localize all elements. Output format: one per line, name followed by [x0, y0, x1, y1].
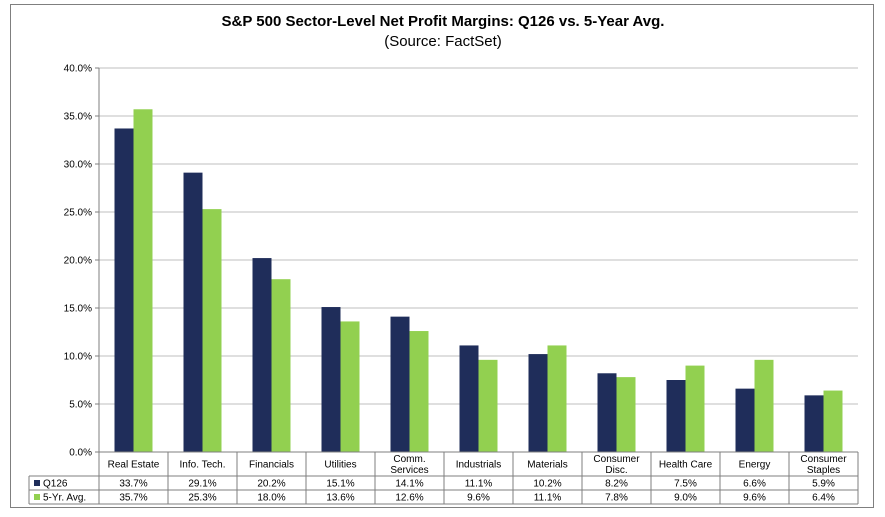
data-value: 9.6% [743, 493, 766, 504]
data-value: 12.6% [395, 493, 423, 504]
category-label: Info. Tech. [180, 460, 226, 471]
data-value: 20.2% [257, 479, 285, 490]
bar-avg5 [271, 279, 291, 452]
data-value: 6.6% [743, 479, 766, 490]
bar-q126 [321, 307, 341, 452]
category-label: Comm. [393, 454, 425, 465]
y-tick-label: 35.0% [64, 112, 92, 123]
bar-q126 [390, 316, 410, 452]
data-value: 9.0% [674, 493, 697, 504]
bar-q126 [252, 258, 272, 452]
bar-avg5 [547, 345, 567, 452]
y-tick-label: 10.0% [64, 352, 92, 363]
category-label: Consumer [593, 454, 640, 465]
bar-q126 [666, 380, 686, 452]
data-value: 7.5% [674, 479, 697, 490]
data-value: 14.1% [395, 479, 423, 490]
category-label: Industrials [456, 460, 502, 471]
chart-frame: S&P 500 Sector-Level Net Profit Margins:… [10, 4, 874, 508]
data-value: 15.1% [326, 479, 354, 490]
bar-avg5 [202, 209, 222, 452]
category-label: Financials [249, 460, 294, 471]
legend-label: 5-Yr. Avg. [43, 493, 86, 504]
bar-avg5 [823, 390, 843, 452]
legend-label: Q126 [43, 479, 68, 490]
data-value: 8.2% [605, 479, 628, 490]
y-tick-label: 25.0% [64, 208, 92, 219]
data-value: 7.8% [605, 493, 628, 504]
data-value: 10.2% [533, 479, 561, 490]
data-value: 11.1% [534, 493, 562, 504]
bar-q126 [114, 128, 134, 452]
data-value: 33.7% [119, 479, 147, 490]
bar-avg5 [616, 377, 636, 452]
bar-avg5 [340, 321, 360, 452]
bar-avg5 [478, 359, 498, 452]
category-label: Energy [739, 460, 771, 471]
y-tick-label: 30.0% [64, 160, 92, 171]
y-tick-label: 20.0% [64, 256, 92, 267]
legend-swatch [34, 494, 40, 500]
bar-q126 [597, 373, 617, 452]
legend-swatch [34, 480, 40, 486]
category-label: Health Care [659, 460, 713, 471]
data-value: 29.1% [188, 479, 216, 490]
category-label: Disc. [605, 465, 627, 476]
data-value: 5.9% [812, 479, 835, 490]
bar-chart: 0.0% 5.0% 10.0% 15.0% 20.0% 25.0% 30.0% 35.0% 40… [28, 64, 859, 505]
bar-q126 [183, 172, 203, 452]
bar-avg5 [685, 365, 705, 452]
bar-q126 [735, 388, 755, 452]
category-label: Staples [807, 465, 840, 476]
data-value: 11.1% [465, 479, 493, 490]
category-label: Real Estate [108, 460, 160, 471]
data-value: 35.7% [119, 493, 147, 504]
data-value: 6.4% [812, 493, 835, 504]
category-label: Materials [527, 460, 568, 471]
category-label: Utilities [324, 460, 356, 471]
data-value: 13.6% [326, 493, 354, 504]
data-value: 18.0% [257, 493, 285, 504]
category-label: Services [390, 465, 428, 476]
bar-avg5 [754, 359, 774, 452]
bar-q126 [528, 354, 548, 452]
y-tick-label: 15.0% [64, 304, 92, 315]
chart-subtitle: (Source: FactSet) [384, 33, 502, 50]
bar-avg5 [133, 109, 153, 452]
y-tick-label: 5.0% [69, 400, 92, 411]
y-tick-label: 0.0% [69, 448, 92, 459]
y-tick-label: 40.0% [64, 64, 92, 75]
data-value: 9.6% [467, 493, 490, 504]
category-label: Consumer [800, 454, 847, 465]
bar-q126 [804, 395, 824, 452]
bar-q126 [459, 345, 479, 452]
data-value: 25.3% [188, 493, 216, 504]
chart-title: S&P 500 Sector-Level Net Profit Margins:… [221, 13, 665, 30]
bar-avg5 [409, 331, 429, 452]
